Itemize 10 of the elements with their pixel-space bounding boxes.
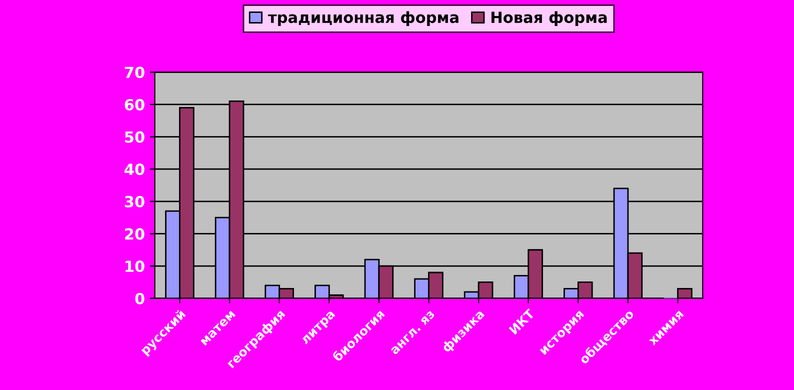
y-tick-label: 50	[125, 131, 144, 143]
y-tick-label: 10	[126, 260, 144, 272]
y-tick-label: 40	[124, 164, 144, 176]
y-tick-label: 60	[124, 98, 144, 110]
legend-label: Новая форма	[492, 11, 607, 26]
y-tick-label: 30	[124, 196, 144, 208]
y-tick-label: 0	[135, 292, 144, 304]
legend-label: традиционная форма	[268, 11, 458, 26]
y-tick-label: 20	[125, 228, 144, 240]
y-tick-label: 70	[124, 66, 144, 78]
